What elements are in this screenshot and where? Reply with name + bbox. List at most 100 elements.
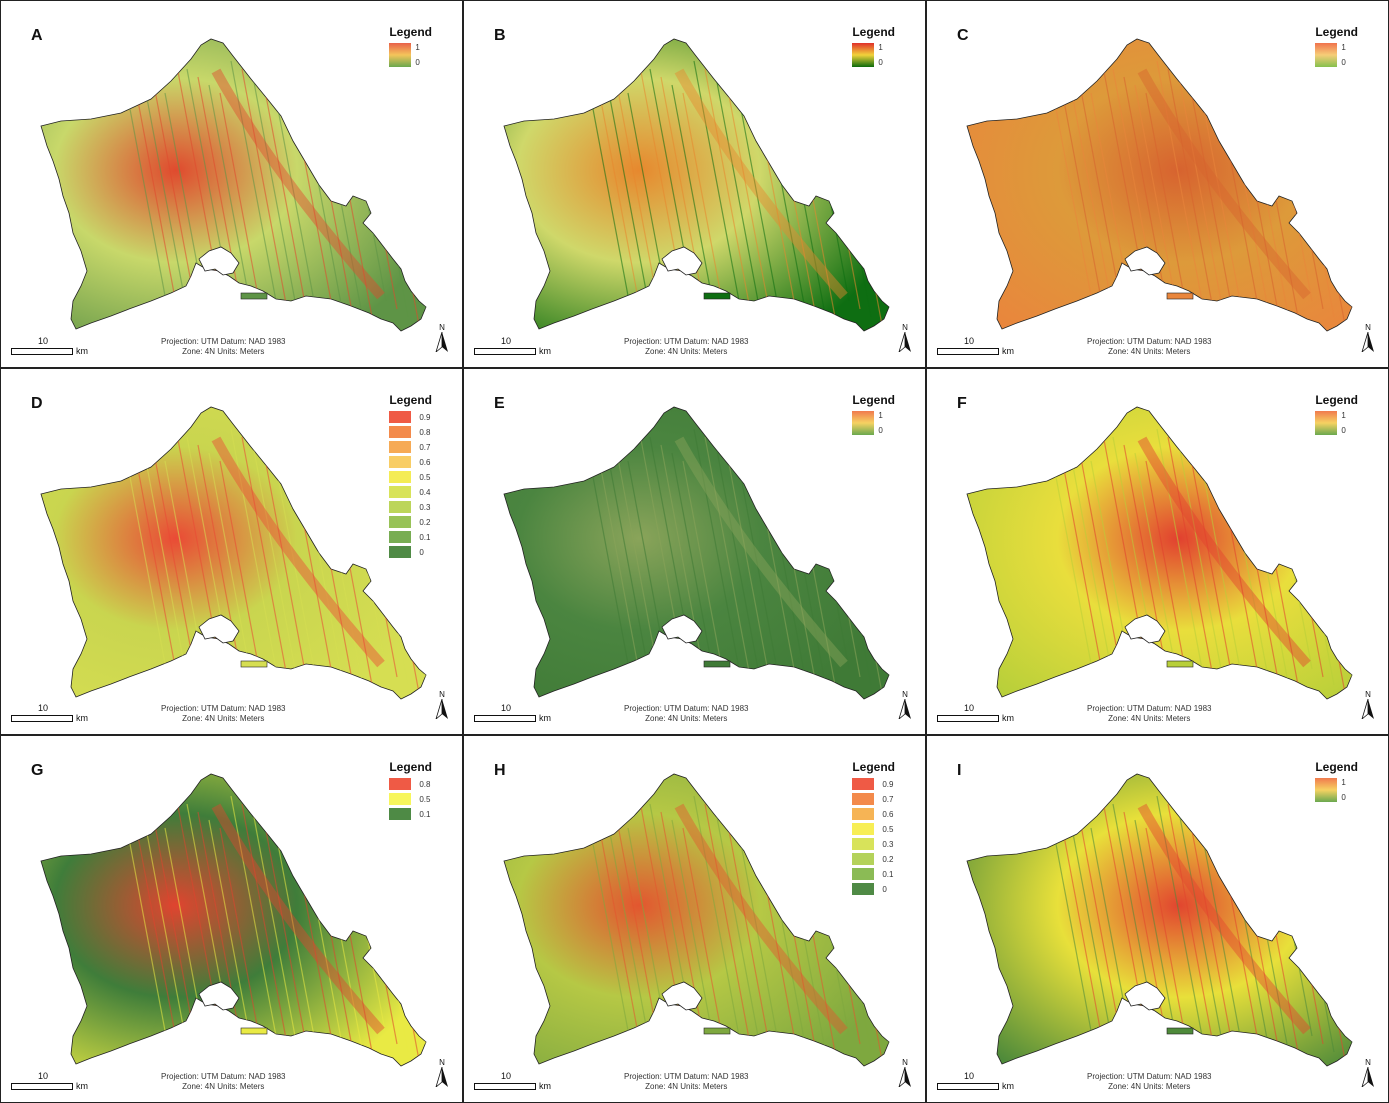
north-arrow: N — [895, 1058, 915, 1092]
terrain-streak — [241, 436, 288, 678]
legend-class-row: 0.5 — [389, 471, 432, 483]
islet-shape — [1166, 660, 1194, 668]
north-label: N — [902, 323, 908, 332]
north-label: N — [439, 323, 445, 332]
scale-value: 10 — [38, 336, 49, 346]
panel-letter: G — [31, 762, 44, 779]
projection-info: Projection: UTM Datum: NAD 1983 Zone: 4N … — [624, 704, 749, 724]
scale-value: 10 — [964, 703, 975, 713]
legend-title: Legend — [1315, 25, 1358, 39]
terrain-streak — [693, 428, 740, 670]
harbor-shape — [661, 614, 703, 644]
terrain-streak — [1200, 827, 1247, 1066]
terrain-streak — [704, 436, 751, 678]
ridge-band — [674, 436, 848, 668]
projection-line-2: Zone: 4N Units: Meters — [645, 347, 728, 356]
scale-value: 10 — [964, 336, 975, 346]
legend-class-row: 0.3 — [852, 838, 895, 850]
terrain-streak — [263, 819, 310, 1061]
legend-swatch — [852, 808, 875, 820]
ridge-band — [1137, 68, 1311, 300]
scale-bar-box: 10 — [937, 336, 999, 355]
terrain-streak — [858, 428, 889, 670]
terrain-streak — [660, 811, 707, 1053]
projection-line-2: Zone: 4N Units: Meters — [182, 714, 265, 723]
island-map — [40, 773, 427, 1067]
legend-swatch — [389, 793, 412, 805]
north-label: N — [439, 1058, 445, 1067]
north-arrow: N — [432, 690, 452, 724]
terrain-streak — [715, 76, 762, 318]
legend-swatch — [852, 868, 875, 880]
scale-bar-box: 10 — [11, 336, 73, 355]
projection-line-2: Zone: 4N Units: Meters — [182, 1082, 265, 1091]
legend-class-row: 0.8 — [389, 426, 432, 438]
legend: Legend 0.8 0.5 0.1 — [389, 760, 432, 823]
projection-line-2: Zone: 4N Units: Meters — [1108, 347, 1191, 356]
legend-class-row: 0.9 — [852, 778, 895, 790]
scale-bar: 10 km — [474, 703, 551, 723]
terrain-streak — [1200, 92, 1247, 331]
legend-max-label: 1 — [415, 43, 420, 52]
ridge-band — [211, 803, 385, 1035]
projection-line-1: Projection: UTM Datum: NAD 1983 — [1087, 704, 1212, 713]
scale-value: 10 — [964, 1071, 975, 1081]
terrain-streak — [737, 460, 784, 699]
legend-swatch — [389, 486, 412, 498]
terrain-streak — [142, 444, 189, 686]
terrain-streak — [197, 76, 244, 318]
legend-swatch — [389, 426, 412, 438]
islet-shape — [240, 660, 268, 668]
island-shape — [40, 773, 427, 1067]
terrain-streak — [230, 60, 277, 302]
north-arrow-icon — [898, 1066, 911, 1089]
north-arrow: N — [895, 690, 915, 724]
projection-info: Projection: UTM Datum: NAD 1983 Zone: 4N … — [161, 1072, 286, 1092]
projection-info: Projection: UTM Datum: NAD 1983 Zone: 4N … — [624, 337, 749, 357]
legend-title: Legend — [852, 25, 895, 39]
terrain-streak — [1167, 436, 1214, 678]
terrain-streak — [1068, 811, 1115, 1053]
island-shape — [503, 38, 890, 332]
harbor-shape — [198, 981, 240, 1011]
legend: Legend 1 0 — [1315, 760, 1358, 802]
legend-min-label: 0 — [415, 58, 420, 67]
scale-value: 10 — [501, 703, 512, 713]
terrain-streak — [1156, 795, 1203, 1037]
north-arrow: N — [1358, 1058, 1378, 1092]
legend-title: Legend — [389, 25, 432, 39]
legend-max-label: 1 — [1341, 778, 1346, 787]
scale-bar: 10 km — [937, 336, 1014, 356]
island-shape — [40, 406, 427, 700]
terrain-streak — [142, 76, 189, 318]
legend-swatch — [389, 471, 412, 483]
terrain-streak — [197, 444, 244, 686]
harbor-shape — [1124, 246, 1166, 276]
map-panel-c: C Legend 1 0 10 km Projection: UTM Datum: NAD … — [926, 0, 1389, 368]
legend-swatch — [389, 808, 412, 820]
terrain-streak — [737, 827, 784, 1066]
island-shape — [40, 38, 427, 332]
projection-line-2: Zone: 4N Units: Meters — [645, 1082, 728, 1091]
legend-class-row: 0.2 — [389, 516, 432, 528]
legend-min-label: 0 — [878, 426, 883, 435]
legend: Legend 0.9 0.8 0.7 0.6 0.5 0.4 0.3 0.2 0.1 0 — [389, 393, 432, 561]
legend-class-row: 0.1 — [389, 808, 432, 820]
panel-letter: B — [494, 27, 506, 44]
terrain-streak — [660, 76, 707, 318]
legend-swatch — [389, 531, 412, 543]
terrain-streak — [594, 803, 641, 1045]
north-label: N — [902, 690, 908, 699]
legend-title: Legend — [389, 393, 432, 407]
harbor-shape — [661, 246, 703, 276]
scale-value: 10 — [38, 703, 49, 713]
north-arrow-icon — [1361, 331, 1374, 354]
legend-class-label: 0.7 — [419, 442, 431, 452]
terrain-streak — [693, 60, 740, 302]
terrain-streak — [1057, 803, 1104, 1045]
terrain-streak — [726, 84, 773, 326]
island-map — [503, 38, 890, 332]
